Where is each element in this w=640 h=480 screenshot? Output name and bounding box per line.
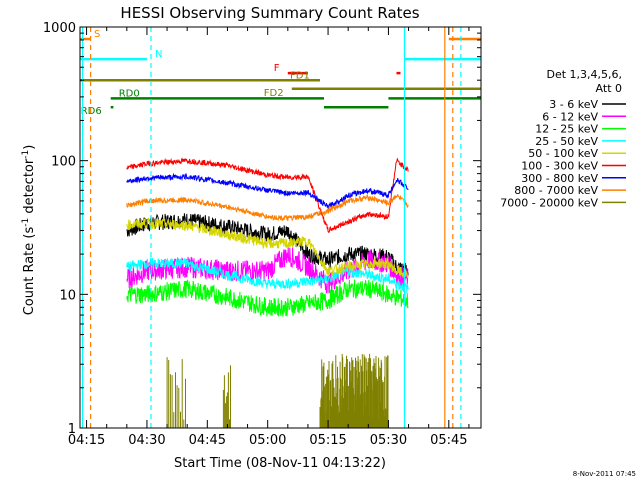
x-tick-label: 05:30: [370, 433, 407, 448]
y-label-part: detector: [22, 158, 37, 218]
series-line: [126, 279, 409, 317]
legend-header: Det 1,3,4,5,6,: [546, 68, 622, 81]
x-tick-label: 05:45: [430, 433, 467, 448]
flag-label: F: [274, 63, 280, 74]
legend-label: 300 - 800 keV: [521, 172, 598, 185]
legend-label: 25 - 50 keV: [535, 135, 598, 148]
y-label-part: Count Rate (s: [22, 227, 37, 316]
y-label-exp: -1: [21, 150, 31, 159]
y-label-part: ): [22, 145, 37, 150]
x-tick-label: 05:00: [249, 433, 286, 448]
series-line: [126, 172, 409, 211]
flag-label: RD6: [81, 106, 102, 117]
x-axis-label: Start Time (08-Nov-11 04:13:22): [174, 456, 386, 471]
chart-title: HESSI Observing Summary Count Rates: [120, 4, 419, 22]
y-tick-label: 1: [68, 422, 76, 437]
series-line: [126, 217, 409, 279]
legend-label: 100 - 300 keV: [521, 160, 598, 173]
y-tick-label: 10: [59, 288, 76, 303]
x-tick-label: 05:15: [309, 433, 346, 448]
legend-label: 7000 - 20000 keV: [500, 196, 598, 209]
flag-label: N: [155, 49, 162, 60]
flag-label: FD2: [264, 88, 284, 99]
y-tick-label: 100: [51, 155, 76, 170]
series-line: [126, 194, 409, 222]
x-tick-label: 04:15: [68, 433, 105, 448]
flag-label: RD0: [119, 88, 140, 99]
flag-label: FD1: [290, 70, 310, 81]
svg-text:Count Rate (s-1 detector-1): Count Rate (s-1 detector-1): [21, 145, 37, 316]
legend-header: Att 0: [596, 82, 622, 95]
axes: 1 10 100 1000 04:15 04:30 04:45 05:00 05:15 05:30…: [43, 21, 482, 448]
legend-label: 3 - 6 keV: [549, 98, 598, 111]
legend-label: 50 - 100 keV: [528, 147, 598, 160]
footer-timestamp: 8-Nov-2011 07:45: [573, 470, 636, 478]
y-label-exp: -1: [21, 218, 31, 227]
flag-bars: S N F FD1 FD2 RD0 RD6: [80, 29, 481, 117]
data-layer: [126, 157, 409, 428]
flag-label: S: [94, 29, 100, 40]
x-tick-label: 04:30: [128, 433, 165, 448]
y-tick-label: 1000: [43, 21, 76, 36]
series-line: [126, 213, 409, 277]
series-line: [126, 157, 409, 233]
legend-label: 6 - 12 keV: [542, 110, 598, 123]
series-line: [126, 256, 409, 294]
x-tick-label: 04:45: [189, 433, 226, 448]
plot-frame: [79, 26, 482, 429]
vertical-markers: [81, 27, 462, 428]
legend-label: 12 - 25 keV: [535, 123, 598, 136]
legend-label: 800 - 7000 keV: [514, 184, 598, 197]
y-axis-label: Count Rate (s-1 detector-1): [21, 145, 37, 316]
